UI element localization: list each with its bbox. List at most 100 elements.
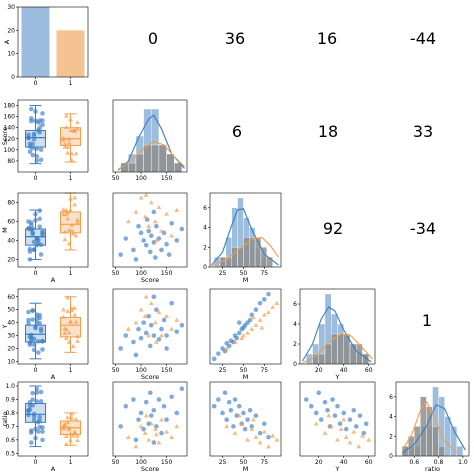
scatter-y-ratio-point1-2 [328,424,334,429]
box-m-point-0 [34,236,40,242]
hist-m-kde0 [211,208,279,266]
box-score-point-0 [30,152,35,158]
scatter-y-ratio-point1-9 [360,433,365,438]
box-score-point-0 [27,141,33,147]
scatter-m-ratio-point1-5 [253,434,259,439]
box-score-point-1 [63,124,69,129]
scatter-score-m-point0-14 [156,236,162,241]
box-y-point-1 [62,330,68,336]
box-y-point-0 [33,324,38,329]
box-ratio-ytick-5: 1.0 [5,383,15,390]
hist-ratio-xtick-0: 0.6 [409,459,419,466]
hist-ratio-bar1-2 [414,426,421,457]
hist-score-bar1-1 [128,162,137,173]
scatter-m-y-point0-10 [236,330,242,336]
scatter-score-y-point1-5 [148,300,154,306]
scatter-m-y-xlabel: M [243,373,249,381]
box-score-point-0 [29,116,34,121]
box-y-point-0 [31,347,37,353]
a-bar-xtick-0: 0 [34,80,38,87]
box-ratio-point-1 [75,433,80,438]
hist-score-xtick-2: 150 [161,175,173,182]
scatter-score-ratio-frame [112,381,188,457]
scatter-score-m-point1-2 [138,195,144,200]
box-ratio-point-0 [30,390,35,396]
scatter-score-m-xlabel: Score [141,276,159,284]
hist-ratio-kde1 [401,400,458,454]
box-m-point-0 [37,216,42,222]
hist-score-bar1-4 [151,144,160,173]
scatter-m-y-point1-4 [249,326,255,331]
hist-y-xtick-2: 60 [365,367,373,374]
scatter-score-m-point0-12 [153,255,158,260]
box-score-point-1 [69,158,75,163]
box-score-point-0 [36,120,41,125]
box-y-xlabel: A [51,373,56,381]
box-score-ytick-1: 100 [4,147,16,154]
scatter-score-y-point1-3 [142,313,148,318]
box-m-point-1 [69,222,75,227]
box-y-point-1 [65,308,71,313]
box-ratio-point-0 [36,429,41,434]
box-ratio-point-1 [62,421,68,427]
hist-m-ytick-2: 4 [203,225,207,232]
box-m-point-0 [27,257,33,262]
scatter-y-ratio-point0-17 [357,413,363,418]
scatter-score-ratio-point0-4 [138,410,144,416]
box-m-xtick-1: 1 [69,270,73,277]
scatter-m-ratio-point0-13 [242,426,248,432]
box-score-point-0 [37,130,42,135]
scatter-y-ratio-point0-15 [351,407,357,413]
hist-y-frame [299,288,376,365]
scatter-score-m-point1-13 [143,192,149,197]
scatter-score-m-point0-19 [174,238,180,243]
scatter-y-ratio-point1-3 [335,437,340,442]
box-y-ytick-2: 30 [7,333,15,340]
scatter-score-m-point0-2 [131,247,136,253]
scatter-score-y-point0-1 [123,333,129,338]
scatter-score-y-frame [112,288,188,365]
a-bar-ytick-3: 30 [7,4,15,11]
scatter-score-ratio-point1-5 [148,421,154,426]
scatter-score-m-point1-11 [174,207,180,212]
box-y-ylabel: Y [1,324,9,329]
scatter-m-y-point1-2 [239,335,245,340]
box-ratio-point-0 [40,425,45,430]
hist-m-xlabel: M [243,276,249,284]
hist-y-bar1-5 [337,333,344,365]
scatter-score-y-point0-21 [164,346,169,351]
corr-m-ratio: -34 [410,219,436,238]
box-ratio-point-0 [34,386,40,392]
box-ratio-point-0 [31,414,37,419]
scatter-score-m-point1-7 [156,204,162,210]
box-score-point-0 [40,122,45,128]
box-m-point-0 [34,242,40,248]
box-m-point-0 [37,208,42,214]
scatter-m-ratio-point1-10 [274,437,280,442]
box-y-point-0 [38,328,44,334]
hist-m-kde1 [211,236,279,267]
hist-m-xtick-1: 50 [240,270,248,277]
box-ratio-point-0 [40,437,45,443]
scatter-m-ratio-point1-7 [261,429,267,434]
box-y-point-1 [66,339,72,344]
scatter-score-m-point0-17 [164,241,169,247]
box-ratio-point-0 [38,389,44,395]
scatter-score-ratio-point0-9 [148,413,154,418]
scatter-score-y-xlabel: Score [141,373,159,381]
hist-y-ytick-2: 4 [293,321,297,328]
hist-ratio-xlabel: ratio [425,465,440,473]
scatter-m-y-point1-12 [259,325,265,330]
scatter-score-y-point0-19 [133,352,139,358]
hist-y-xtick-0: 20 [315,367,323,374]
box-ratio-point-1 [69,411,75,416]
scatter-score-ratio-point1-9 [164,429,169,434]
scatter-m-ratio-xtick-2: 75 [260,459,268,466]
hist-ratio-ytick-3: 6 [389,394,393,401]
scatter-y-ratio-xtick-2: 60 [365,459,373,466]
box-y-xtick-1: 1 [69,367,73,374]
scatter-y-ratio-point0-11 [337,421,343,427]
box-y-ytick-0: 10 [7,358,15,365]
scatter-score-y-point0-14 [161,317,167,323]
scatter-y-ratio-point0-13 [343,426,349,432]
